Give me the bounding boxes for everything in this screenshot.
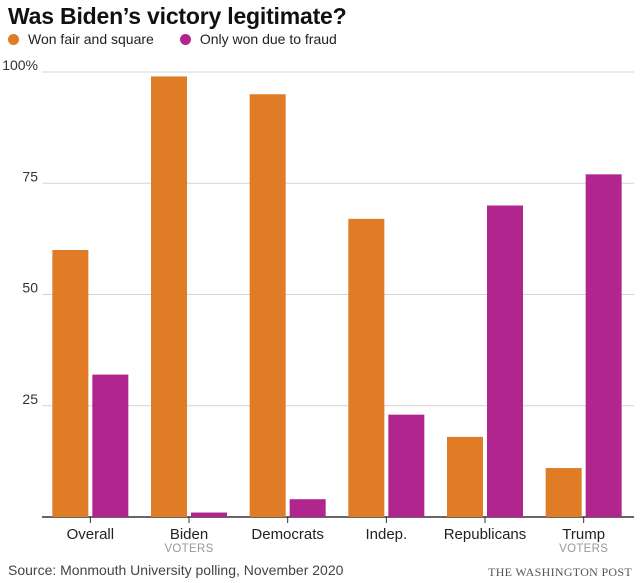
bar-fraud-trump	[586, 174, 622, 517]
bar-fraud-biden	[191, 513, 227, 517]
source-note: Source: Monmouth University polling, Nov…	[8, 562, 343, 578]
bar-fair-indep	[348, 219, 384, 517]
bar-fair-trump	[546, 468, 582, 517]
y-tick-label: 75	[22, 168, 38, 184]
bar-fair-overall	[52, 250, 88, 517]
x-tick-sublabel: VOTERS	[164, 543, 213, 555]
bar-fraud-republicans	[487, 206, 523, 518]
bar-fair-republicans	[447, 437, 483, 517]
bar-fraud-democrats	[290, 499, 326, 517]
bar-fair-biden	[151, 76, 187, 517]
y-tick-label: 25	[22, 391, 38, 407]
bar-fair-democrats	[250, 94, 286, 517]
bar-fraud-overall	[92, 375, 128, 517]
y-tick-label: 50	[22, 280, 38, 296]
x-tick-label: Indep.	[365, 526, 407, 543]
x-tick-label: Overall	[67, 526, 115, 543]
publisher-credit: THE WASHINGTON POST	[488, 565, 632, 580]
x-tick-label: Biden	[170, 526, 208, 543]
bar-fraud-indep	[388, 415, 424, 517]
x-tick-label: Democrats	[251, 526, 324, 543]
x-tick-sublabel: VOTERS	[559, 543, 608, 555]
x-tick-label: Republicans	[444, 526, 527, 543]
y-tick-label: 100%	[2, 57, 38, 73]
x-tick-label: Trump	[562, 526, 605, 543]
